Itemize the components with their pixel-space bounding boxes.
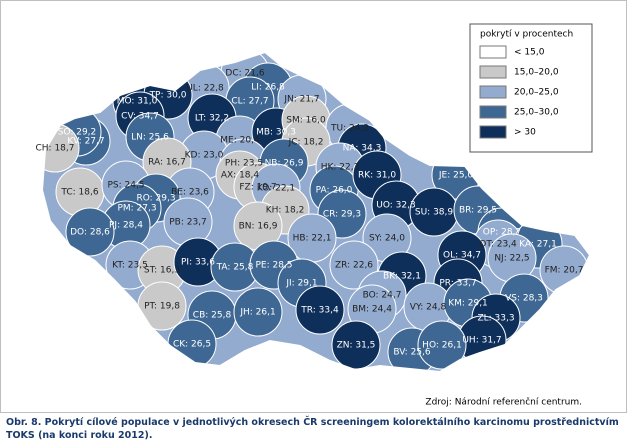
legend-label: 25,0–30,0 <box>514 108 559 118</box>
district-label: LI: 26,8 <box>251 83 285 93</box>
district-label: AX: 18,4 <box>221 171 260 181</box>
district-label: OP: 28,7 <box>483 228 521 238</box>
district-label: TC: 18,6 <box>60 188 98 198</box>
district-label: NJ: 22,5 <box>494 254 529 264</box>
district-label: PI: 33,6 <box>181 258 215 268</box>
district-label: PJ: 28,4 <box>109 221 143 231</box>
district-label: PT: 19,8 <box>144 302 180 312</box>
district-label: BN: 16,9 <box>239 222 278 232</box>
district-label: TU: 24,2 <box>330 124 369 134</box>
district-label: SY: 24,0 <box>369 234 405 244</box>
district-label: ZR: 22,6 <box>335 261 373 271</box>
district-label: RA: 16,7 <box>148 158 186 168</box>
district-label: PH: 23,5 <box>225 159 263 169</box>
district-label: UH: 31,7 <box>462 336 501 346</box>
district-label: SO: 29,2 <box>58 128 97 138</box>
district-label: SM: 16,0 <box>286 116 326 126</box>
legend-swatch <box>479 45 507 59</box>
legend-label: > 30 <box>514 128 536 138</box>
district-label: CK: 26,5 <box>173 340 211 350</box>
district-label: SU: 38,9 <box>415 208 454 218</box>
district-label: HK: 22,3 <box>321 163 360 173</box>
district-label: OT: 23,4 <box>479 240 517 250</box>
district-label: JN: 21,7 <box>283 95 319 105</box>
district-label: HO: 26,1 <box>422 341 462 351</box>
legend-swatch <box>479 85 507 99</box>
district-label: DC: 21,6 <box>225 69 264 79</box>
district <box>417 320 467 370</box>
district-label: KV: 27,7 <box>67 137 104 147</box>
district-label: PB: 23,7 <box>169 218 207 228</box>
source: Zdroj: Národní referenční centrum. <box>425 397 582 408</box>
district-label: HB: 22,1 <box>293 234 332 244</box>
district-label: KT: 23,5 <box>112 261 148 271</box>
district-label: KO: 22,1 <box>257 184 295 194</box>
district-label: NA: 34,3 <box>343 144 382 154</box>
caption: Obr. 8. Pokrytí cílové populace v jednot… <box>6 417 619 441</box>
legend-title: pokrytí v procentech <box>480 30 573 40</box>
district-label: PR: 33,7 <box>439 279 476 289</box>
district-label: FM: 20,7 <box>545 266 584 276</box>
district-label: JC: 18,2 <box>288 138 324 148</box>
district-label: MO: 31,0 <box>117 97 158 107</box>
legend-swatch <box>479 125 507 139</box>
district-label: NB: 26,9 <box>265 159 304 169</box>
district-label: FZ: 19,7 <box>239 183 276 193</box>
district <box>65 207 115 257</box>
district-label: CH: 18,7 <box>36 144 75 154</box>
district-label: KM: 29,1 <box>448 299 488 309</box>
district-label: TR: 33,4 <box>300 306 339 316</box>
district-label: VS: 28,3 <box>505 294 543 304</box>
district-label: MB: 30,3 <box>256 128 296 138</box>
district-label: LN: 25,6 <box>131 133 169 143</box>
district-label: PS: 24,5 <box>107 181 144 191</box>
district-label: OL: 34,7 <box>443 251 481 261</box>
legend-label: 15,0–20,0 <box>514 68 559 78</box>
district-label: BO: 24,7 <box>363 291 402 301</box>
legend: < 15,0 15,0–20,0 20,0–25,0 25,0–30,0 > 30 <box>479 45 559 139</box>
district-label: ZN: 31,5 <box>337 341 376 351</box>
district-label: RO: 29,3 <box>136 194 175 204</box>
district-label: KD: 23,0 <box>185 151 224 161</box>
district-label: PA: 26,0 <box>316 186 353 196</box>
district-label: BR: 29,5 <box>459 206 497 216</box>
district <box>295 285 345 335</box>
district-label: TP: 30,0 <box>149 91 187 101</box>
district-label: BK: 32,1 <box>383 272 421 282</box>
district-label: RK: 31,0 <box>358 171 396 181</box>
legend-label: 20,0–25,0 <box>514 88 559 98</box>
district-label: JE: 25,0 <box>438 171 474 181</box>
district-label: JI: 29,1 <box>285 279 317 289</box>
district-label: PE: 28,5 <box>255 261 292 271</box>
district <box>233 287 283 337</box>
district-label: PM: 27,3 <box>117 204 156 214</box>
district-label: CL: 27,7 <box>231 97 268 107</box>
legend-swatch <box>479 105 507 119</box>
district-label: DO: 28,6 <box>70 228 110 238</box>
district-label: CB: 25,8 <box>193 311 232 321</box>
district-label: TA: 25,8 <box>216 263 254 273</box>
district-label: JH: 26,1 <box>239 308 275 318</box>
district-label: UO: 32,3 <box>376 201 415 211</box>
district-label: UL: 22,8 <box>186 84 224 94</box>
district-labels: DC: 21,6UL: 22,8 LI: 26,8 CL: 27,7 JN: 21,7… <box>36 69 584 358</box>
district-label: CV: 34,7 <box>121 112 159 122</box>
legend-swatch <box>479 65 507 79</box>
legend-label: < 15,0 <box>514 48 545 58</box>
district-label: CR: 29,3 <box>323 210 361 220</box>
district-label: ME: 20,4 <box>220 136 260 146</box>
district-label: ST: 16,3 <box>144 266 180 276</box>
district-label: ZL: 33,3 <box>477 314 514 324</box>
district-label: VY: 24,8 <box>410 303 447 313</box>
district-label: LT: 32,2 <box>195 114 229 124</box>
district-label: KH: 18,2 <box>266 206 305 216</box>
district-label: BM: 24,4 <box>352 305 392 315</box>
district-label: BE: 23,6 <box>171 188 209 198</box>
district-label: BV: 25,6 <box>393 348 431 358</box>
district-label: KA: 27,1 <box>519 240 557 250</box>
